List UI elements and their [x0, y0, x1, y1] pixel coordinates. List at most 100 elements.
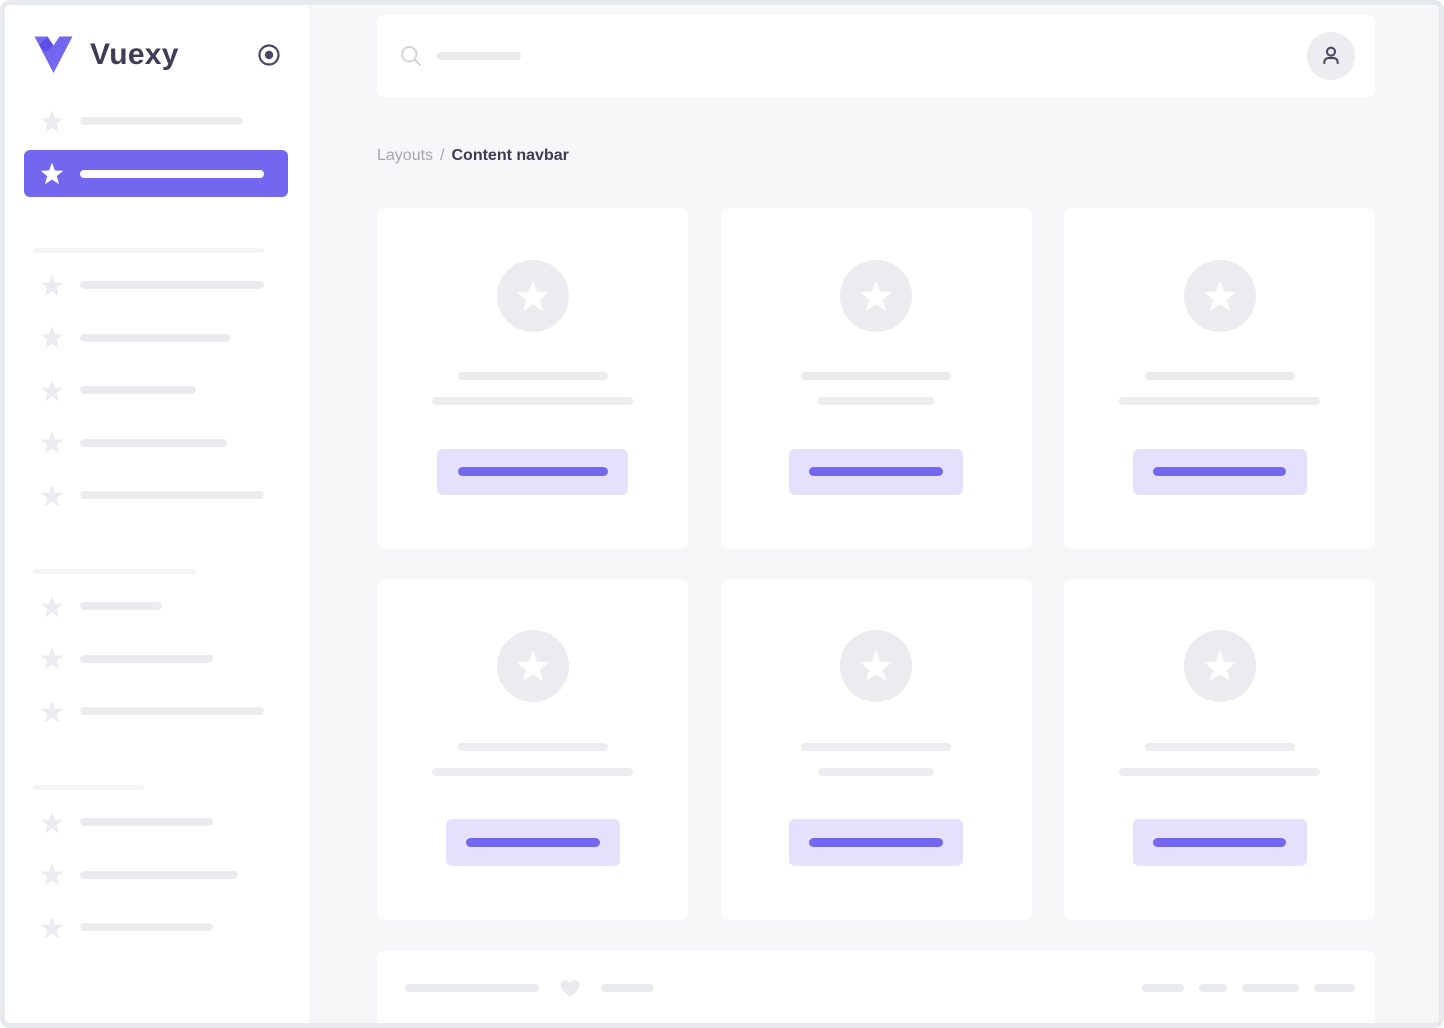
search-input[interactable]	[400, 45, 1307, 67]
star-icon	[40, 595, 64, 617]
card-action-button[interactable]	[789, 448, 963, 495]
search-icon	[401, 46, 421, 66]
card-subtitle-skeleton	[432, 767, 633, 776]
card-avatar-circle	[1183, 630, 1256, 702]
card-avatar-circle	[496, 630, 569, 702]
placeholder-card	[720, 578, 1032, 920]
star-icon	[40, 484, 64, 506]
menu-item[interactable]	[5, 647, 309, 671]
card-action-button[interactable]	[789, 819, 963, 866]
menu-item-label-skeleton	[80, 707, 264, 715]
menu-item[interactable]	[5, 863, 309, 887]
menu-item[interactable]	[5, 378, 309, 402]
menu-item[interactable]	[5, 699, 309, 723]
card-action-button[interactable]	[1132, 448, 1307, 495]
menu-item-label-skeleton	[80, 602, 162, 610]
card-subtitle-skeleton	[1119, 767, 1320, 776]
breadcrumb-current: Content navbar	[451, 147, 569, 164]
menu-item[interactable]	[5, 810, 309, 834]
menu-item[interactable]	[5, 594, 309, 618]
star-icon	[40, 811, 64, 833]
menu-item-label-skeleton	[80, 870, 238, 879]
menu-item[interactable]	[5, 326, 309, 350]
card-title-skeleton	[1144, 372, 1295, 380]
breadcrumb-separator: /	[440, 147, 445, 164]
star-icon	[40, 916, 64, 938]
card-subtitle-skeleton	[818, 397, 934, 405]
menu-section-divider	[33, 569, 196, 574]
placeholder-card	[1064, 208, 1375, 549]
card-avatar-circle	[1183, 259, 1256, 332]
menu-item-label-skeleton	[80, 386, 196, 394]
menu-item-label-skeleton	[80, 923, 213, 931]
star-icon	[40, 379, 64, 401]
star-icon	[1203, 279, 1236, 311]
placeholder-card	[377, 208, 688, 549]
menu-item[interactable]	[5, 273, 309, 297]
menu-item-label-skeleton	[80, 117, 243, 125]
vuexy-logo-icon	[34, 36, 73, 73]
card-subtitle-skeleton	[818, 767, 934, 776]
top-navbar	[377, 15, 1375, 97]
footer-link-skeleton[interactable]	[1142, 983, 1184, 992]
card-subtitle-skeleton	[1119, 397, 1320, 405]
radio-circle-icon	[258, 43, 280, 66]
placeholder-card	[1064, 578, 1375, 920]
menu-collapse-toggle[interactable]	[257, 43, 281, 67]
menu-item[interactable]	[5, 915, 309, 939]
menu-section-divider	[33, 785, 144, 790]
card-subtitle-skeleton	[432, 397, 633, 405]
user-menu-button[interactable]	[1307, 32, 1355, 80]
star-icon	[40, 274, 64, 296]
card-action-button[interactable]	[445, 819, 620, 866]
star-icon	[40, 647, 64, 670]
card-title-skeleton	[801, 742, 951, 751]
footer-link-skeleton[interactable]	[1314, 983, 1355, 992]
footer-link-skeleton[interactable]	[1242, 983, 1299, 992]
footer-left	[405, 977, 654, 999]
menu-item-label-skeleton	[80, 438, 227, 447]
footer-credit-skeleton	[601, 983, 654, 992]
star-icon	[516, 279, 549, 311]
button-label-skeleton	[1153, 837, 1286, 847]
card-title-skeleton	[457, 372, 608, 380]
placeholder-card	[720, 208, 1032, 549]
button-label-skeleton	[465, 837, 600, 847]
star-icon	[859, 279, 893, 311]
menu-item-label-skeleton	[80, 654, 213, 663]
sidebar: Vuexy	[5, 5, 309, 1023]
menu-item-label-skeleton	[80, 491, 264, 499]
footer	[377, 951, 1375, 1023]
brand-name: Vuexy	[90, 37, 179, 71]
breadcrumb: Layouts / Content navbar	[377, 146, 1439, 166]
footer-link-skeleton[interactable]	[1199, 983, 1227, 992]
card-avatar-circle	[840, 630, 912, 702]
menu-item-label-skeleton	[80, 169, 264, 178]
star-icon	[40, 162, 64, 185]
menu-item-label-skeleton	[80, 818, 213, 826]
heart-icon	[560, 979, 580, 997]
star-icon	[40, 110, 64, 132]
star-icon	[40, 431, 64, 454]
star-icon	[40, 700, 64, 722]
footer-links	[1142, 983, 1355, 992]
sidebar-menu	[5, 109, 309, 939]
menu-item-active[interactable]	[24, 150, 288, 197]
button-label-skeleton	[809, 837, 943, 847]
card-action-button[interactable]	[437, 448, 628, 495]
menu-item[interactable]	[5, 431, 309, 455]
button-label-skeleton	[1153, 467, 1286, 477]
star-icon	[859, 650, 893, 682]
user-icon	[1323, 46, 1339, 65]
cards-grid	[377, 208, 1439, 920]
menu-item-label-skeleton	[80, 281, 264, 289]
card-action-button[interactable]	[1132, 819, 1307, 866]
star-icon	[1203, 650, 1236, 682]
breadcrumb-link-layouts[interactable]: Layouts	[377, 147, 434, 164]
menu-item[interactable]	[5, 483, 309, 507]
brand: Vuexy	[33, 32, 281, 77]
star-icon	[40, 326, 64, 349]
button-label-skeleton	[809, 467, 943, 477]
menu-item[interactable]	[5, 109, 309, 133]
placeholder-card	[377, 578, 688, 920]
